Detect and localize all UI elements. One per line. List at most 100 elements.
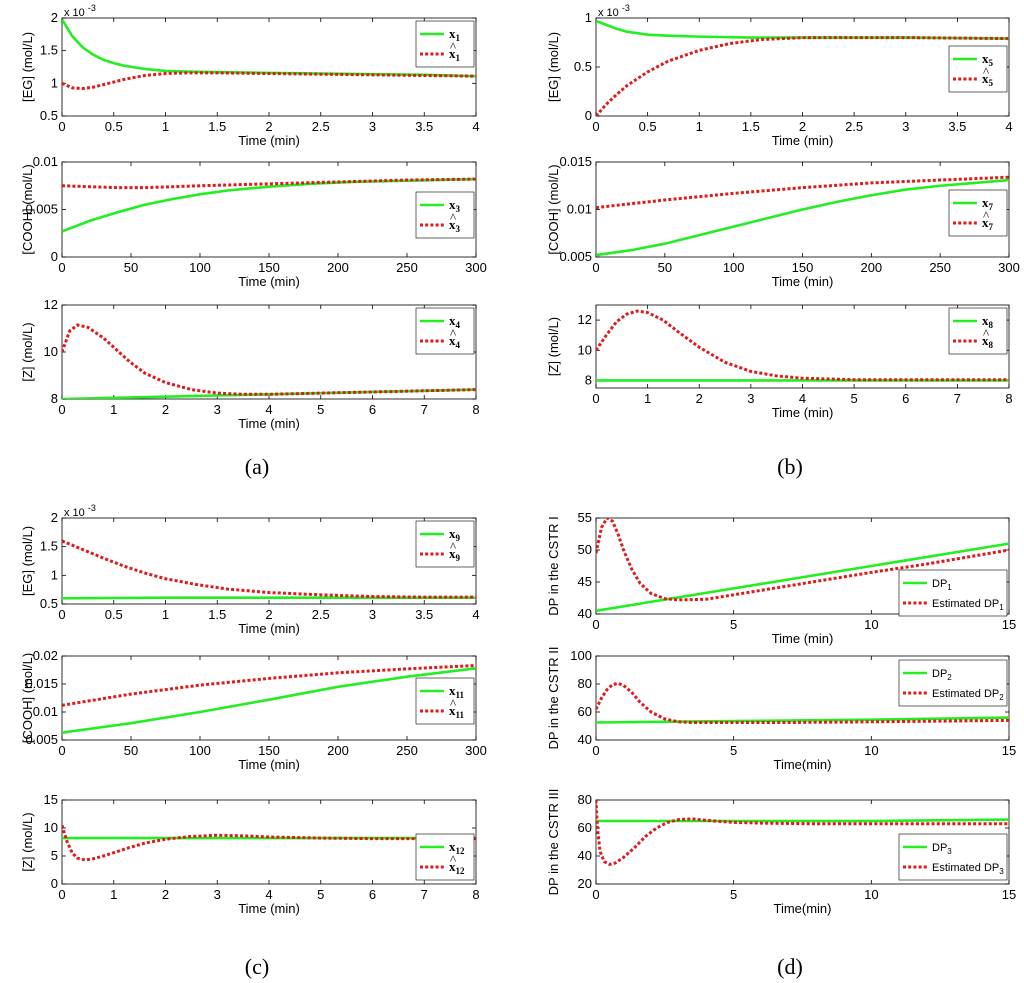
x-tick-label: 8 xyxy=(472,402,479,417)
y-tick-label: 0 xyxy=(51,876,58,891)
x-tick-label: 3.5 xyxy=(415,119,433,134)
x-tick-label: 1 xyxy=(696,119,703,134)
x-tick-label: 250 xyxy=(929,260,951,275)
y-tick-label: 0.005 xyxy=(25,202,58,217)
series-line-estimate xyxy=(596,175,1009,210)
legend-entry: Estimated DP3 xyxy=(932,862,1004,876)
y-axis-label: [COOH] (mol/L) xyxy=(546,164,561,254)
legend-entry: x8 xyxy=(982,313,994,330)
series-line-estimate xyxy=(596,36,1009,116)
y-tick-label: 12 xyxy=(44,297,58,312)
x-tick-label: 200 xyxy=(327,260,349,275)
x-tick-label: 0 xyxy=(58,607,65,622)
legend-entry: x3 xyxy=(449,197,461,214)
legend-hat: ^ xyxy=(450,696,456,711)
x-tick-label: 2 xyxy=(799,119,806,134)
x-tick-label: 0 xyxy=(592,260,599,275)
x-axis-label: Time(min) xyxy=(773,901,831,916)
series-line-true xyxy=(62,177,476,233)
y-tick-label: 0.02 xyxy=(33,648,58,663)
chart-b-1: 0 50 100 150 200 250 300 0.005 0.01 0.015 Time (mi… xyxy=(546,154,1020,289)
y-tick-label: 50 xyxy=(578,542,592,557)
legend-entry: x1 xyxy=(449,26,461,43)
x-tick-label: 4 xyxy=(472,607,479,622)
chart-d-2: 0 5 10 15 20 40 60 80 Time(min) DP in the CSTR II… xyxy=(546,789,1016,916)
legend-box xyxy=(898,569,1008,617)
legend: x1 x1^ xyxy=(415,20,475,68)
legend-entry: x1 xyxy=(449,46,461,63)
legend-hat: ^ xyxy=(450,39,456,54)
legend-entry: x9 xyxy=(449,526,461,543)
x-tick-label: 50 xyxy=(124,260,138,275)
legend-box xyxy=(415,191,475,239)
x-tick-label: 1.5 xyxy=(742,119,760,134)
legend-entry: Estimated DP2 xyxy=(932,688,1004,702)
x-axis-label: Time (min) xyxy=(772,405,834,420)
series-line-true xyxy=(62,667,476,735)
y-tick-label: 0 xyxy=(585,108,592,123)
y-tick-label: 15 xyxy=(44,792,58,807)
legend-entry: Estimated DP1 xyxy=(932,598,1004,612)
x-tick-label: 2 xyxy=(265,607,272,622)
axes-frame xyxy=(595,655,1010,741)
x-tick-label: 5 xyxy=(317,887,324,902)
x-tick-label: 2.5 xyxy=(312,607,330,622)
legend: DP2 Estimated DP2 xyxy=(898,659,1008,707)
y-tick-label: 80 xyxy=(578,676,592,691)
panel-label-c: (c) xyxy=(245,954,269,979)
legend: DP1 Estimated DP1 xyxy=(898,569,1008,617)
x-tick-label: 15 xyxy=(1002,743,1016,758)
y-tick-label: 12 xyxy=(578,312,592,327)
x-tick-label: 2 xyxy=(162,887,169,902)
legend-hat: ^ xyxy=(450,852,456,867)
x-tick-label: 5 xyxy=(851,391,858,406)
legend-entry: x5 xyxy=(982,51,994,68)
chart-d-1: 0 5 10 15 40 60 80 100 Time(min) DP in the CSTR I… xyxy=(546,646,1016,772)
x-tick-label: 200 xyxy=(327,743,349,758)
x-tick-label: 15 xyxy=(1002,887,1016,902)
y-tick-label: 40 xyxy=(578,848,592,863)
x-tick-label: 150 xyxy=(792,260,814,275)
legend-entry: x7 xyxy=(982,215,994,232)
y-tick-label: 60 xyxy=(578,704,592,719)
y-axis-label: DP in the CSTR III xyxy=(546,789,561,896)
x-tick-label: 3.5 xyxy=(948,119,966,134)
legend-entry: x9 xyxy=(449,546,461,563)
x-tick-label: 0 xyxy=(592,743,599,758)
y-tick-label: 0.5 xyxy=(40,108,58,123)
series-line-estimate xyxy=(596,309,1009,382)
y-tick-label: 1.5 xyxy=(40,539,58,554)
chart-d-0: 0 5 10 15 40 45 50 55 Time (min) DP in the CSTR I… xyxy=(546,510,1016,646)
legend-entry: x11 xyxy=(449,703,465,720)
x-tick-label: 150 xyxy=(258,743,280,758)
x-tick-label: 50 xyxy=(124,743,138,758)
legend: x7 x7^ xyxy=(948,189,1008,237)
series-line-estimate xyxy=(62,664,476,707)
y-axis-label: [EG] (mol/L) xyxy=(20,32,35,102)
legend-box xyxy=(415,677,475,725)
series-line-true xyxy=(62,596,476,600)
x-tick-label: 2.5 xyxy=(845,119,863,134)
legend-hat: ^ xyxy=(450,539,456,554)
panel-label-a: (a) xyxy=(245,454,269,479)
y-tick-label: 100 xyxy=(570,648,592,663)
x-tick-label: 3 xyxy=(214,887,221,902)
y-axis-label: [COOH] (mol/L) xyxy=(20,164,35,254)
axis-exponent: x 10 -3 xyxy=(64,3,96,19)
y-tick-label: 1 xyxy=(51,75,58,90)
x-tick-label: 7 xyxy=(421,402,428,417)
legend-entry: x11 xyxy=(449,683,465,700)
x-tick-label: 15 xyxy=(1002,617,1016,632)
y-tick-label: 2 xyxy=(51,10,58,25)
x-tick-label: 5 xyxy=(730,887,737,902)
series-line-estimate xyxy=(596,518,1009,602)
axes-frame xyxy=(595,799,1010,885)
x-tick-label: 2 xyxy=(265,119,272,134)
x-tick-label: 300 xyxy=(465,260,487,275)
series-line-estimate xyxy=(62,71,476,91)
x-tick-label: 5 xyxy=(730,617,737,632)
